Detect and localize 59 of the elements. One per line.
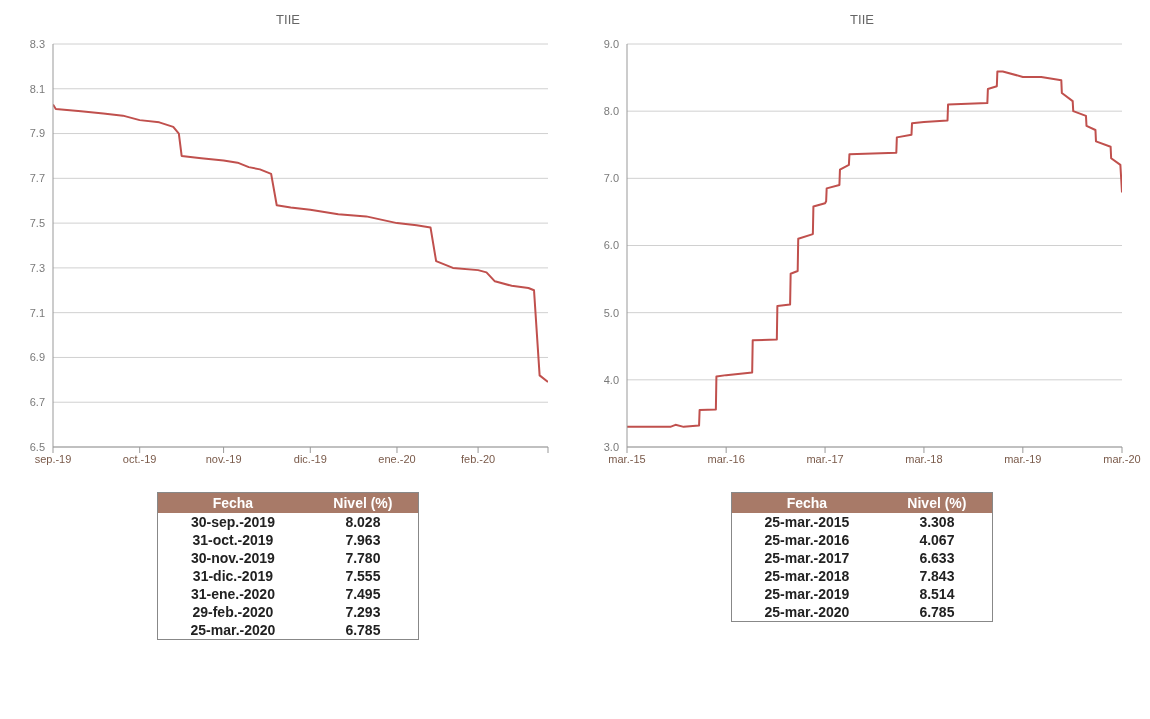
y-tick-label: 6.5 bbox=[29, 440, 45, 453]
line-series bbox=[53, 103, 548, 384]
text: 7.963 bbox=[344, 531, 382, 549]
y-tick-label: 5.0 bbox=[603, 306, 619, 319]
text: 7.780 bbox=[344, 549, 382, 567]
line-series bbox=[627, 70, 1122, 428]
y-tick-label: 8.3 bbox=[29, 37, 45, 50]
text: 6.633 bbox=[918, 549, 956, 567]
text: 30-sep.-2019 bbox=[189, 513, 276, 531]
text: 6.785 bbox=[344, 621, 382, 640]
y-tick-label: 7.0 bbox=[603, 172, 619, 185]
text: 25-mar.-2020 bbox=[763, 603, 851, 622]
text: 7.293 bbox=[344, 603, 382, 621]
text: 7.495 bbox=[344, 585, 382, 603]
x-tick-label: oct.-19 bbox=[122, 452, 157, 465]
x-tick-label: feb.-20 bbox=[460, 452, 496, 465]
x-tick-label: ene.-20 bbox=[378, 452, 416, 465]
y-tick-label: 6.7 bbox=[29, 396, 45, 409]
y-tick-label: 8.0 bbox=[603, 105, 619, 118]
y-tick-label: 4.0 bbox=[603, 373, 619, 386]
text: 7.843 bbox=[918, 567, 956, 585]
y-tick-label: 6.0 bbox=[603, 239, 619, 252]
y-tick-label: 7.9 bbox=[29, 127, 45, 140]
text: 25-mar.-2019 bbox=[763, 585, 851, 603]
x-tick-label: sep.-19 bbox=[34, 452, 72, 465]
text: 30-nov.-2019 bbox=[190, 549, 276, 567]
x-tick-label: mar.-17 bbox=[806, 452, 844, 465]
y-tick-label: 6.9 bbox=[29, 351, 45, 364]
text: 25-mar.-2015 bbox=[763, 513, 851, 531]
x-tick-label: mar.-16 bbox=[707, 452, 745, 465]
text: 25-mar.-2018 bbox=[763, 567, 851, 585]
text: 4.067 bbox=[918, 531, 956, 549]
y-tick-label: 3.0 bbox=[603, 440, 619, 453]
text: 31-oct.-2019 bbox=[191, 531, 275, 549]
text: 6.785 bbox=[918, 603, 956, 622]
text: 8.514 bbox=[918, 585, 956, 603]
x-tick-label: dic.-19 bbox=[293, 452, 327, 465]
y-tick-label: 7.5 bbox=[29, 217, 45, 230]
x-tick-label: mar.-15 bbox=[608, 452, 646, 465]
text: 3.308 bbox=[918, 513, 956, 531]
x-tick-label: mar.-19 bbox=[1004, 452, 1042, 465]
text: 25-mar.-2017 bbox=[763, 549, 851, 567]
text: 25-mar.-2016 bbox=[763, 531, 851, 549]
text: 31-ene.-2020 bbox=[189, 585, 276, 603]
y-tick-label: 7.3 bbox=[29, 261, 45, 274]
text: 31-dic.-2019 bbox=[191, 567, 274, 585]
chart-title: TIIE bbox=[275, 12, 301, 29]
y-tick-label: 7.7 bbox=[29, 172, 45, 185]
y-tick-label: 7.1 bbox=[29, 306, 45, 319]
text: 29-feb.-2020 bbox=[191, 603, 275, 621]
text: 25-mar.-2020 bbox=[189, 621, 277, 640]
x-tick-label: mar.-20 bbox=[1103, 452, 1141, 465]
x-tick-label: mar.-18 bbox=[905, 452, 943, 465]
y-tick-label: 8.1 bbox=[29, 82, 45, 95]
chart-title: TIIE bbox=[849, 12, 875, 29]
text: 8.028 bbox=[344, 513, 382, 531]
x-tick-label: nov.-19 bbox=[205, 452, 242, 465]
text: 7.555 bbox=[344, 567, 382, 585]
y-tick-label: 9.0 bbox=[603, 37, 619, 50]
